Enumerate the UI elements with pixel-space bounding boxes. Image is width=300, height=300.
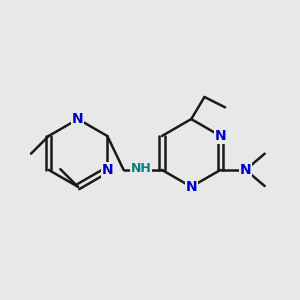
Text: NH: NH bbox=[131, 162, 152, 175]
Text: N: N bbox=[72, 112, 84, 126]
Text: N: N bbox=[185, 180, 197, 194]
Text: N: N bbox=[240, 163, 251, 177]
Text: N: N bbox=[215, 129, 226, 143]
Text: N: N bbox=[101, 163, 113, 177]
